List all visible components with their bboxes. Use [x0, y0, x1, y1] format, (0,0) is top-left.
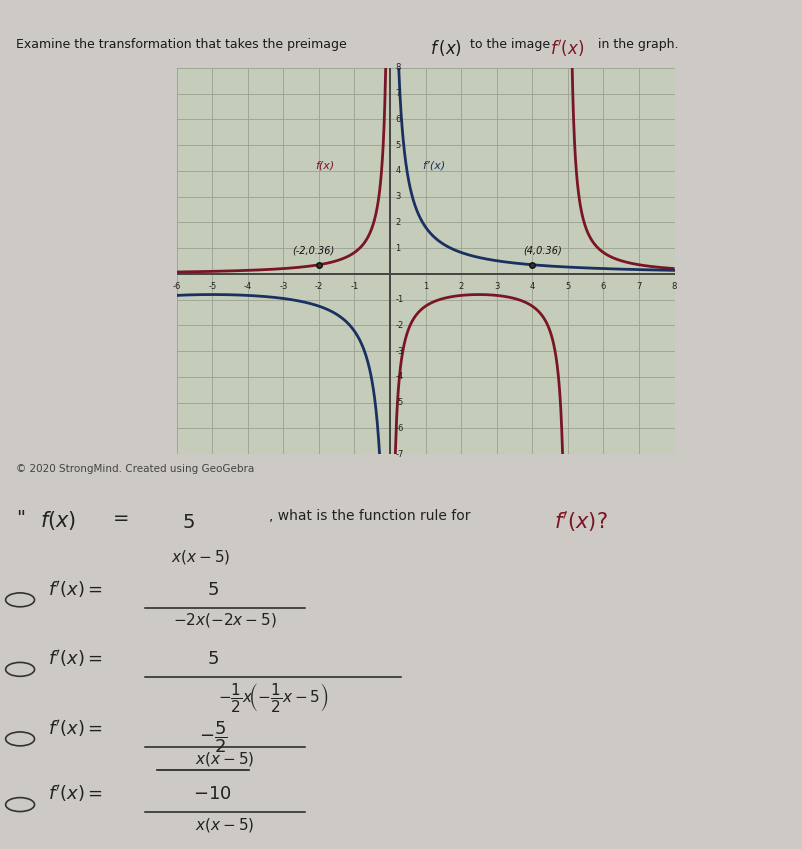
Text: 5: 5 — [182, 513, 195, 532]
Text: 6: 6 — [395, 115, 400, 124]
Text: in the graph.: in the graph. — [597, 38, 678, 51]
Text: -1: -1 — [350, 282, 358, 290]
Text: $-\dfrac{1}{2}x\!\left(-\dfrac{1}{2}x-5\right)$: $-\dfrac{1}{2}x\!\left(-\dfrac{1}{2}x-5\… — [217, 681, 328, 714]
Text: 2: 2 — [458, 282, 464, 290]
Text: $x(x-5)$: $x(x-5)$ — [195, 751, 254, 768]
Text: $f'(x)$: $f'(x)$ — [549, 38, 584, 59]
Text: -2: -2 — [395, 321, 403, 330]
Text: , what is the function rule for: , what is the function rule for — [269, 509, 470, 523]
Text: f’(x): f’(x) — [422, 160, 445, 171]
Text: $-2x(-2x-5)$: $-2x(-2x-5)$ — [172, 611, 277, 629]
Text: $5$: $5$ — [207, 650, 218, 668]
Text: 3: 3 — [395, 192, 400, 201]
Text: -3: -3 — [279, 282, 287, 290]
Text: -4: -4 — [243, 282, 252, 290]
Text: $x(x-5)$: $x(x-5)$ — [171, 548, 230, 565]
Text: -5: -5 — [208, 282, 216, 290]
Text: 3: 3 — [493, 282, 499, 290]
Text: =: = — [112, 509, 129, 528]
Text: -6: -6 — [172, 282, 180, 290]
Text: $x(x-5)$: $x(x-5)$ — [195, 816, 254, 835]
Text: $5$: $5$ — [207, 581, 218, 599]
Text: 7: 7 — [395, 89, 400, 98]
Text: -3: -3 — [395, 346, 403, 356]
Text: to the image: to the image — [469, 38, 549, 51]
Text: 5: 5 — [565, 282, 569, 290]
Text: 4: 4 — [529, 282, 534, 290]
Text: $f'(x) =$: $f'(x) =$ — [48, 648, 103, 669]
Text: 1: 1 — [423, 282, 427, 290]
Text: $f'(x) =$: $f'(x) =$ — [48, 579, 103, 599]
Text: 7: 7 — [635, 282, 641, 290]
Text: $f'(x)?$: $f'(x)?$ — [553, 509, 607, 534]
Text: 5: 5 — [395, 141, 400, 149]
Text: (4,0.36): (4,0.36) — [523, 245, 561, 255]
Text: -4: -4 — [395, 373, 403, 381]
Text: $f(x)$: $f(x)$ — [40, 509, 76, 532]
Text: $f\,(x)$: $f\,(x)$ — [429, 38, 461, 59]
Text: 4: 4 — [395, 166, 400, 176]
Text: ": " — [16, 509, 25, 528]
Text: 8: 8 — [671, 282, 676, 290]
Text: © 2020 StrongMind. Created using GeoGebra: © 2020 StrongMind. Created using GeoGebr… — [16, 464, 254, 475]
Text: $-\dfrac{5}{2}$: $-\dfrac{5}{2}$ — [198, 720, 227, 756]
Text: Examine the transformation that takes the preimage: Examine the transformation that takes th… — [16, 38, 346, 51]
Text: -2: -2 — [314, 282, 322, 290]
Text: (-2,0.36): (-2,0.36) — [292, 245, 334, 255]
Text: 6: 6 — [600, 282, 606, 290]
Text: f(x): f(x) — [315, 160, 334, 171]
Text: $f'(x) =$: $f'(x) =$ — [48, 784, 103, 804]
Text: $f'(x) =$: $f'(x) =$ — [48, 717, 103, 739]
Text: 8: 8 — [395, 64, 400, 72]
Text: -1: -1 — [395, 295, 403, 304]
Text: 1: 1 — [395, 244, 400, 253]
Text: 2: 2 — [395, 218, 400, 227]
Text: -5: -5 — [395, 398, 403, 408]
Text: -6: -6 — [395, 424, 403, 433]
Text: $-10$: $-10$ — [193, 785, 232, 803]
Text: -7: -7 — [395, 450, 403, 458]
